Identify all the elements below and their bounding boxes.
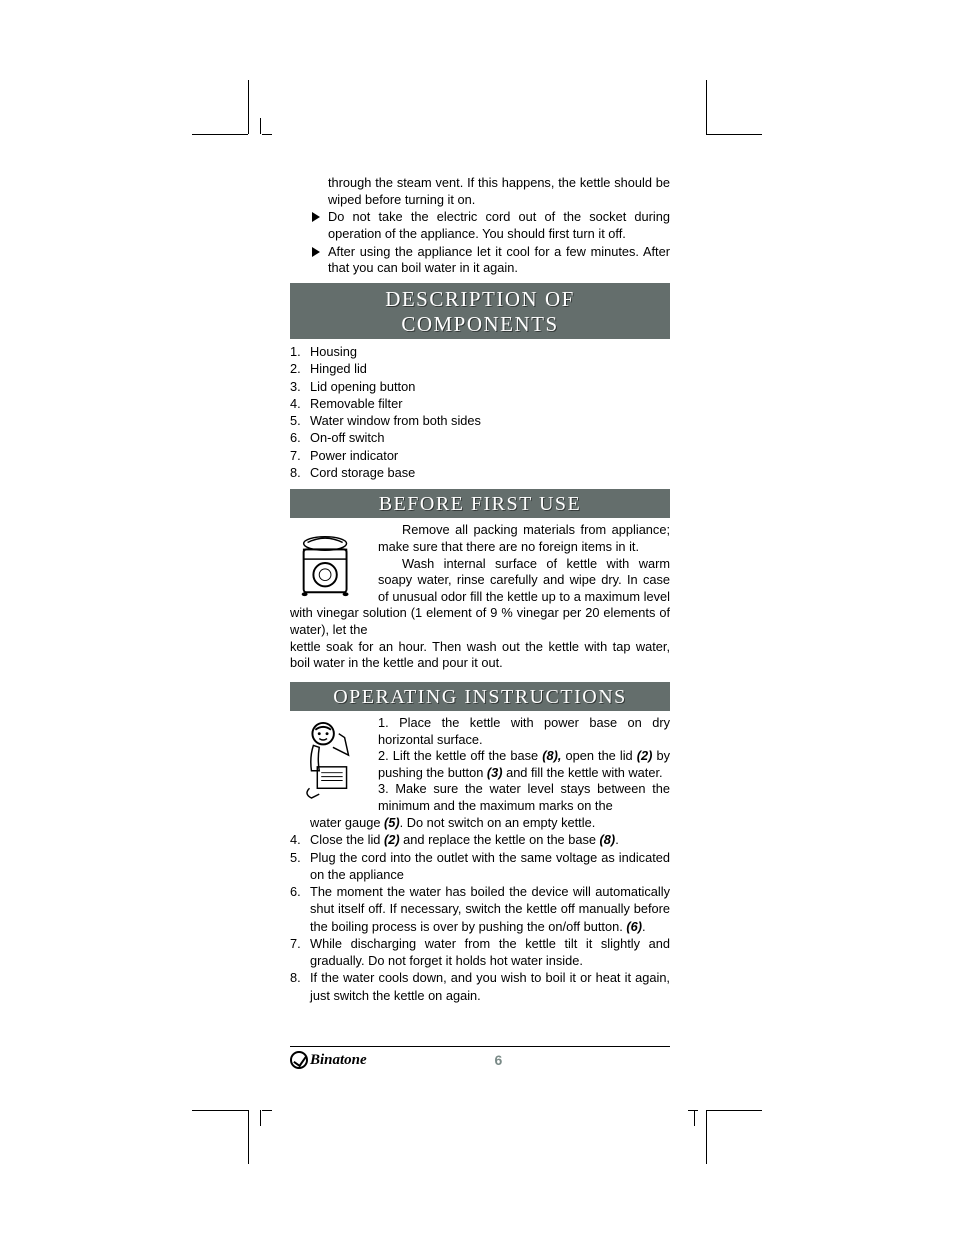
list-item: Removable filter	[310, 395, 670, 412]
section-header-before-use: BEFORE FIRST USE	[290, 489, 670, 518]
list-item: Lid opening button	[310, 378, 670, 395]
page-number: 6	[327, 1052, 670, 1068]
operating-list: 4.Close the lid (2) and replace the kett…	[290, 831, 670, 1004]
person-reading-icon	[290, 717, 368, 803]
logo-mark-icon	[290, 1051, 308, 1069]
header-line: DESCRIPTION OF	[290, 287, 670, 312]
list-item: Power indicator	[310, 447, 670, 464]
intro-bullet: Do not take the electric cord out of the…	[290, 209, 670, 242]
page-content: through the steam vent. If this happens,…	[290, 175, 670, 1004]
list-item: On-off switch	[310, 429, 670, 446]
intro-bullet: After using the appliance let it cool fo…	[290, 244, 670, 277]
list-item: Cord storage base	[310, 464, 670, 481]
intro-para: through the steam vent. If this happens,…	[290, 175, 670, 208]
components-list: 1.Housing 2.Hinged lid 3.Lid opening but…	[290, 343, 670, 481]
op-step-7: While discharging water from the kettle …	[310, 935, 670, 970]
op-step-5: Plug the cord into the outlet with the s…	[310, 849, 670, 884]
op-step-4: Close the lid (2) and replace the kettle…	[310, 831, 670, 848]
triangle-bullet-icon	[312, 212, 320, 222]
triangle-bullet-icon	[312, 247, 320, 257]
page-footer: Binatone 6	[290, 1046, 670, 1069]
section-header-operating: OPERATING INSTRUCTIONS	[290, 682, 670, 711]
header-line: COMPONENTS	[290, 312, 670, 337]
list-item: Water window from both sides	[310, 412, 670, 429]
op-step-6: The moment the water has boiled the devi…	[310, 883, 670, 935]
list-item: Housing	[310, 343, 670, 360]
op-step-8: If the water cools down, and you wish to…	[310, 969, 670, 1004]
op-step-3b: water gauge (5). Do not switch on an emp…	[290, 815, 670, 832]
operating-block: 1. Place the kettle with power base on d…	[290, 715, 670, 815]
before-use-block: Remove all packing materials from applia…	[290, 522, 670, 638]
section-header-description: DESCRIPTION OF COMPONENTS	[290, 283, 670, 339]
before-use-p3: kettle soak for an hour. Then wash out t…	[290, 639, 670, 672]
washing-machine-icon	[290, 524, 368, 602]
bullet-text: Do not take the electric cord out of the…	[328, 209, 670, 242]
list-item: Hinged lid	[310, 360, 670, 377]
bullet-text: After using the appliance let it cool fo…	[328, 244, 670, 277]
